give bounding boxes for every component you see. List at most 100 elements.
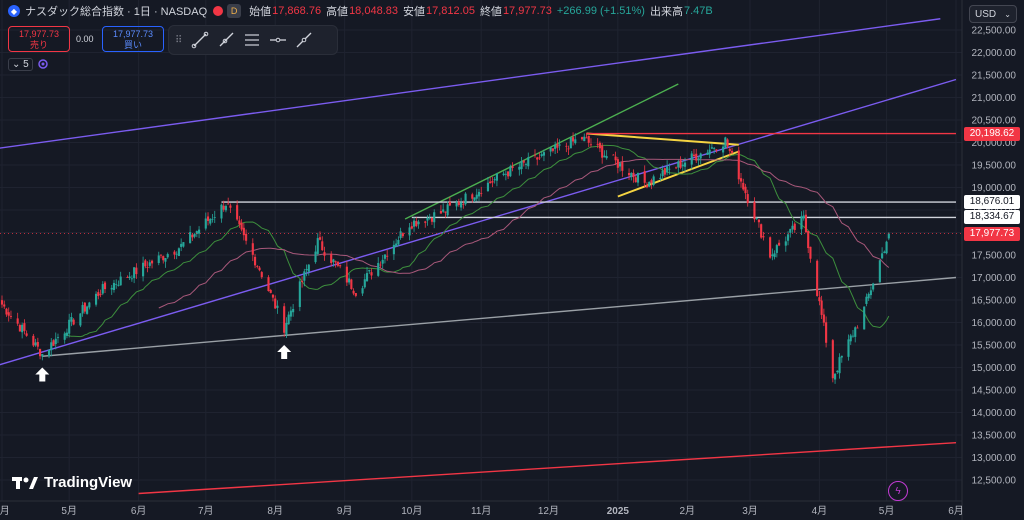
candle-up[interactable] bbox=[189, 232, 192, 244]
candle-down[interactable] bbox=[227, 203, 230, 205]
time-axis[interactable]: 4月 5月 6月 7月 8月 9月 10月 11月 12月 2025 2月 3月 4月 5月 6月 bbox=[0, 505, 964, 517]
candle-down[interactable] bbox=[260, 272, 263, 278]
candle-up[interactable] bbox=[56, 337, 60, 338]
candle-up[interactable] bbox=[477, 191, 481, 197]
candle-up[interactable] bbox=[81, 305, 84, 314]
extended-line-tool-icon[interactable] bbox=[293, 29, 315, 51]
indicator-row[interactable]: ⌄ 5 bbox=[8, 57, 49, 71]
candle-up[interactable] bbox=[755, 217, 758, 220]
candle-down[interactable] bbox=[321, 241, 324, 251]
candle-down[interactable] bbox=[565, 145, 568, 147]
candle-up[interactable] bbox=[527, 157, 530, 167]
candle-down[interactable] bbox=[471, 194, 474, 199]
candle-up[interactable] bbox=[710, 147, 713, 149]
candle-up[interactable] bbox=[175, 253, 178, 255]
purple-channel-top[interactable] bbox=[0, 18, 941, 152]
candle-down[interactable] bbox=[822, 314, 825, 323]
candle-down[interactable] bbox=[386, 255, 389, 257]
candle-up[interactable] bbox=[773, 253, 776, 258]
candle-down[interactable] bbox=[634, 177, 637, 183]
candle-down[interactable] bbox=[831, 340, 834, 379]
candle-up[interactable] bbox=[303, 271, 306, 281]
candle-down[interactable] bbox=[39, 348, 42, 357]
candle-down[interactable] bbox=[0, 300, 4, 305]
candle-up[interactable] bbox=[110, 287, 113, 290]
candle-up[interactable] bbox=[412, 220, 416, 227]
candle-up[interactable] bbox=[408, 227, 411, 236]
candle-up[interactable] bbox=[182, 242, 185, 247]
candle-down[interactable] bbox=[695, 153, 698, 161]
candle-down[interactable] bbox=[760, 224, 763, 238]
candle-down[interactable] bbox=[587, 135, 590, 143]
candle-up[interactable] bbox=[316, 238, 319, 254]
candle-up[interactable] bbox=[867, 294, 870, 299]
yellow-triangle-top[interactable] bbox=[586, 132, 739, 146]
candle-up[interactable] bbox=[395, 243, 398, 247]
candle-down[interactable] bbox=[99, 293, 102, 295]
candle-up[interactable] bbox=[724, 137, 727, 148]
candle-up[interactable] bbox=[636, 172, 640, 183]
candle-down[interactable] bbox=[7, 312, 10, 316]
candle-up[interactable] bbox=[142, 262, 145, 277]
candle-up[interactable] bbox=[180, 243, 183, 247]
candle-down[interactable] bbox=[480, 193, 483, 194]
candle-down[interactable] bbox=[444, 211, 447, 213]
candle-up[interactable] bbox=[426, 217, 429, 221]
candle-up[interactable] bbox=[417, 221, 420, 225]
candle-up[interactable] bbox=[224, 205, 228, 211]
candle-up[interactable] bbox=[661, 170, 664, 177]
candle-down[interactable] bbox=[448, 201, 451, 206]
candle-down[interactable] bbox=[601, 145, 604, 158]
candle-down[interactable] bbox=[236, 205, 239, 220]
candle-down[interactable] bbox=[507, 171, 510, 177]
candle-up[interactable] bbox=[784, 241, 787, 246]
candle-up[interactable] bbox=[433, 212, 436, 223]
candle-down[interactable] bbox=[807, 230, 810, 249]
candle-down[interactable] bbox=[23, 323, 26, 331]
candle-down[interactable] bbox=[256, 266, 259, 267]
candle-up[interactable] bbox=[117, 285, 120, 286]
candle-up[interactable] bbox=[542, 152, 546, 156]
candle-down[interactable] bbox=[804, 214, 808, 233]
candle-down[interactable] bbox=[301, 280, 304, 282]
candle-down[interactable] bbox=[229, 205, 232, 208]
candle-up[interactable] bbox=[133, 267, 136, 279]
candle-down[interactable] bbox=[596, 143, 599, 145]
candle-down[interactable] bbox=[354, 293, 357, 296]
candle-up[interactable] bbox=[381, 259, 384, 264]
candle-up[interactable] bbox=[554, 144, 557, 149]
candle-down[interactable] bbox=[274, 298, 277, 309]
candle-up[interactable] bbox=[287, 314, 290, 325]
candle-down[interactable] bbox=[159, 254, 163, 256]
candle-down[interactable] bbox=[16, 318, 19, 324]
sell-button[interactable]: 17,977.73 売り bbox=[8, 26, 70, 52]
candle-down[interactable] bbox=[439, 210, 442, 214]
candle-up[interactable] bbox=[652, 176, 655, 186]
candle-up[interactable] bbox=[630, 173, 633, 177]
candle-down[interactable] bbox=[511, 166, 514, 168]
buy-button[interactable]: 17,977.73 買い bbox=[102, 26, 164, 52]
drawing-toolbar[interactable]: ⠿ bbox=[168, 25, 338, 55]
candle-up[interactable] bbox=[211, 218, 214, 220]
candle-down[interactable] bbox=[283, 306, 286, 333]
candle-down[interactable] bbox=[5, 308, 8, 315]
trend-line-tool-icon[interactable] bbox=[189, 29, 211, 51]
candle-up[interactable] bbox=[88, 302, 91, 308]
candle-up[interactable] bbox=[697, 158, 700, 161]
candle-up[interactable] bbox=[204, 218, 207, 229]
horizontal-line-tool-icon[interactable] bbox=[267, 29, 289, 51]
candle-up[interactable] bbox=[397, 239, 400, 245]
candle-up[interactable] bbox=[332, 259, 335, 263]
candle-down[interactable] bbox=[692, 154, 696, 157]
parallel-channel-tool-icon[interactable] bbox=[241, 29, 263, 51]
candle-down[interactable] bbox=[430, 218, 434, 222]
candle-up[interactable] bbox=[314, 251, 317, 263]
candle-down[interactable] bbox=[336, 261, 339, 266]
candle-down[interactable] bbox=[370, 272, 373, 276]
candle-up[interactable] bbox=[524, 164, 528, 166]
candle-up[interactable] bbox=[851, 335, 855, 337]
candle-up[interactable] bbox=[148, 262, 151, 266]
candle-down[interactable] bbox=[25, 333, 28, 336]
candle-down[interactable] bbox=[222, 205, 225, 210]
